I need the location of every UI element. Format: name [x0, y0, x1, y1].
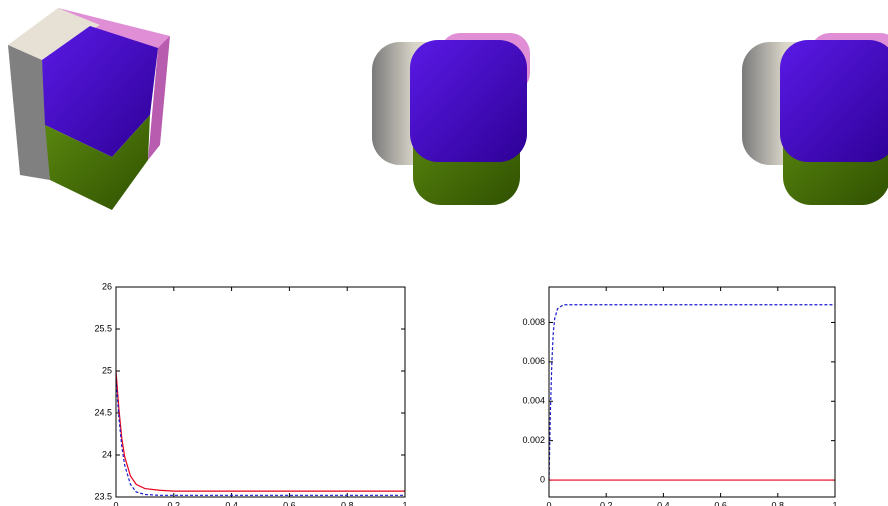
face: [45, 115, 150, 210]
face: [42, 26, 158, 157]
x-tick-label: 0.6: [714, 500, 727, 506]
y-tick-label: 25.5: [94, 323, 112, 333]
face: [780, 40, 888, 162]
line-series: [115, 370, 405, 492]
x-tick-label: 0.2: [168, 500, 181, 506]
y-tick-label: 0.008: [522, 317, 545, 327]
y-tick-label: 0: [540, 474, 545, 484]
x-tick-label: 0.6: [283, 500, 296, 506]
x-tick-label: 0.4: [225, 500, 238, 506]
face: [58, 8, 170, 50]
x-tick-label: 0: [113, 500, 118, 506]
face: [8, 8, 100, 60]
y-tick-label: 23.5: [94, 491, 112, 501]
y-tick-label: 24: [102, 449, 112, 459]
x-tick-label: 1: [832, 500, 837, 506]
plot-frame: [115, 286, 406, 498]
x-tick-label: 1: [402, 500, 407, 506]
y-tick-label: 0.002: [522, 435, 545, 445]
render-box: [8, 8, 170, 210]
face: [148, 36, 170, 160]
plot-frame: [548, 286, 836, 498]
render-rounded: [372, 33, 530, 205]
x-tick-label: 0.8: [341, 500, 354, 506]
y-tick-label: 0.006: [522, 356, 545, 366]
y-tick-label: 0.004: [522, 396, 545, 406]
x-tick-label: 0: [546, 500, 551, 506]
x-tick-label: 0.2: [600, 500, 613, 506]
face: [8, 45, 50, 180]
line-series: [548, 304, 835, 481]
render-rounded: [742, 33, 888, 205]
y-tick-label: 26: [102, 281, 112, 291]
y-tick-label: 24.5: [94, 407, 112, 417]
x-tick-label: 0.4: [657, 500, 670, 506]
face: [410, 40, 527, 162]
x-tick-label: 0.8: [772, 500, 785, 506]
y-tick-label: 25: [102, 365, 112, 375]
line-series: [115, 379, 405, 496]
